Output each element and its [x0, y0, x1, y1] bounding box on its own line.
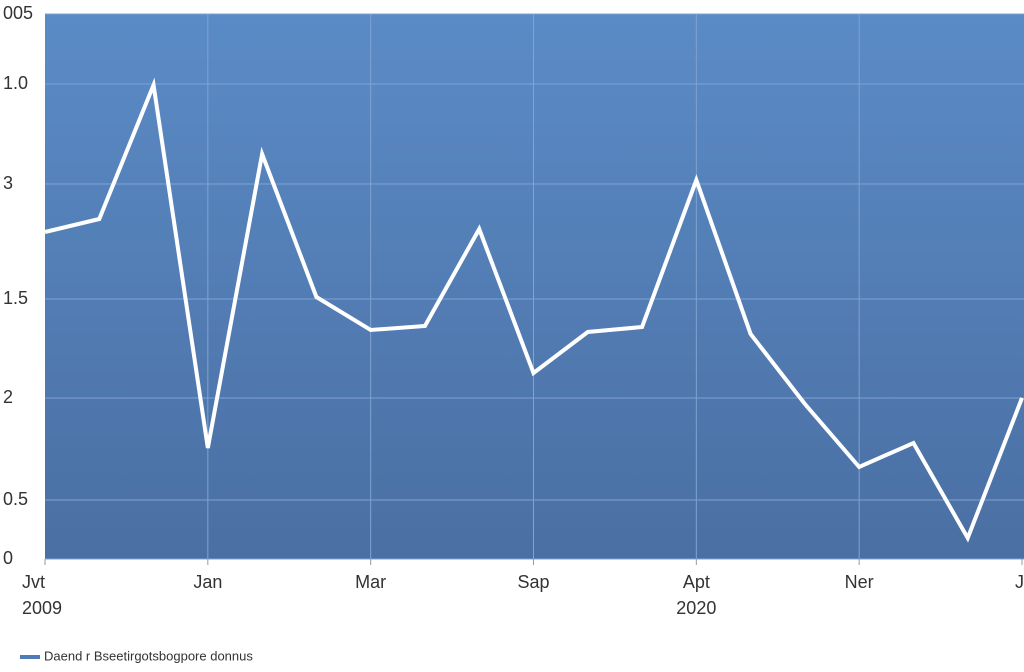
- y-tick-label: 0.5: [3, 489, 28, 509]
- y-tick-label: 2: [3, 387, 13, 407]
- x-tick-label: Apt: [683, 572, 710, 592]
- y-tick-label: 0: [3, 548, 13, 568]
- x-year-label: 2020: [676, 598, 716, 618]
- x-tick-label: Ner: [845, 572, 874, 592]
- y-tick-label: 1.5: [3, 288, 28, 308]
- x-tick-label: Jvt: [22, 572, 45, 592]
- y-tick-label: 1.0: [3, 73, 28, 93]
- x-tick-label: Mar: [355, 572, 386, 592]
- y-tick-label: 3: [3, 173, 13, 193]
- x-tick-label: Jan: [193, 572, 222, 592]
- plot-area: [45, 14, 1024, 559]
- x-tick-label: Sap: [517, 572, 549, 592]
- x-tick-label: J: [1015, 572, 1024, 592]
- x-year-label: 2009: [22, 598, 62, 618]
- data-line: [44, 77, 1024, 543]
- y-tick-label: 005: [3, 3, 33, 23]
- legend-label: Daend r Bseetirgotsbogpore donnus: [44, 648, 253, 663]
